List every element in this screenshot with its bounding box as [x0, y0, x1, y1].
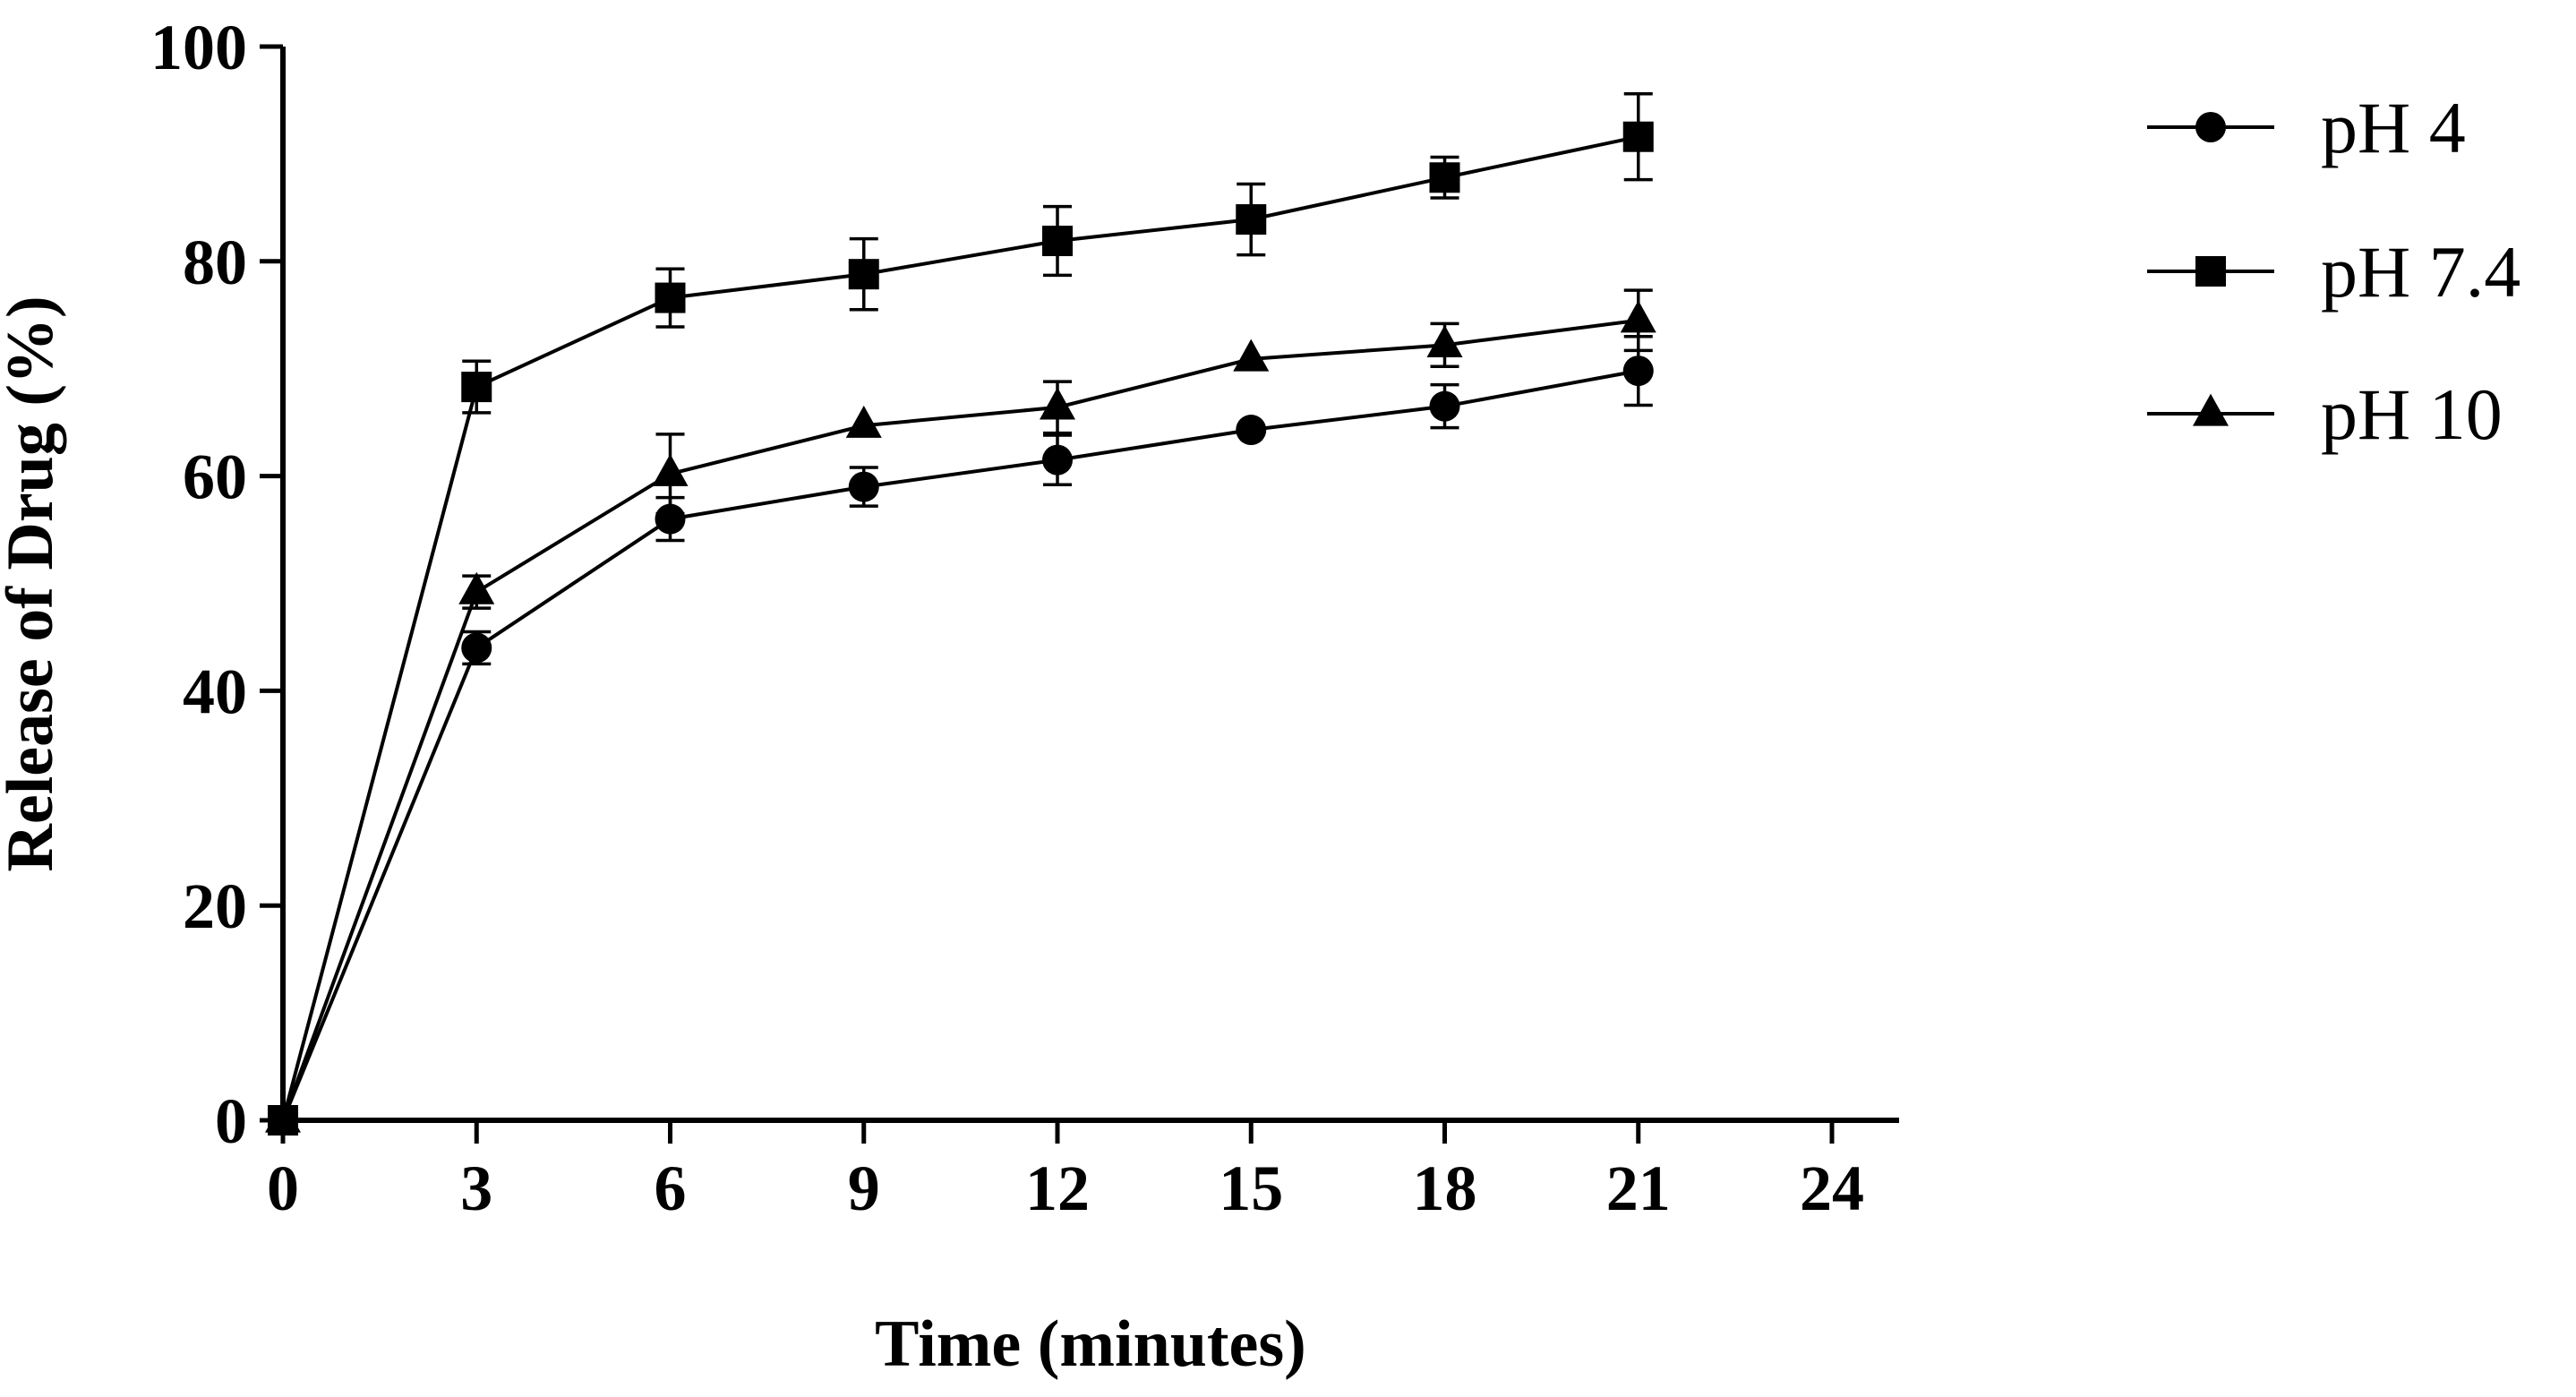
- chart-legend: pH 4 pH 7.4 pH 10: [2147, 87, 2520, 455]
- legend-label: pH 4: [2321, 87, 2466, 168]
- data-point: [655, 503, 686, 535]
- data-point: [1042, 444, 1073, 476]
- y-tick-label: 20: [183, 870, 247, 942]
- legend-label: pH 10: [2321, 373, 2503, 455]
- data-point: [461, 372, 492, 403]
- data-point: [1040, 387, 1075, 420]
- x-tick-label: 15: [1219, 1153, 1283, 1224]
- legend-marker: [2195, 256, 2226, 287]
- data-point: [1620, 300, 1656, 333]
- series-layer: [265, 92, 1656, 1136]
- legend-item: pH 7.4: [2147, 231, 2520, 313]
- data-point: [848, 471, 879, 502]
- legend-item: pH 10: [2147, 373, 2503, 455]
- chart-axes: [280, 47, 1899, 1123]
- data-point: [848, 259, 879, 290]
- data-point: [1622, 356, 1654, 387]
- y-tick-label: 60: [183, 441, 247, 513]
- legend-item: pH 4: [2147, 87, 2466, 168]
- data-point: [652, 453, 689, 486]
- data-point: [1233, 339, 1270, 372]
- x-tick-label: 21: [1606, 1153, 1671, 1224]
- data-point: [268, 1105, 298, 1136]
- data-point: [1042, 226, 1073, 257]
- data-point: [1622, 121, 1654, 152]
- data-point: [1429, 162, 1460, 193]
- x-tick-label: 3: [460, 1153, 492, 1224]
- x-axis-ticks: 0 3 6 9 12 15 18 21 24: [267, 1120, 1864, 1224]
- x-tick-label: 9: [848, 1153, 880, 1224]
- y-tick-label: 80: [183, 227, 247, 298]
- y-axis-ticks: 0 20 40 60 80 100: [150, 12, 283, 1157]
- data-point: [1429, 390, 1460, 422]
- x-tick-label: 24: [1800, 1153, 1864, 1224]
- data-point: [845, 405, 882, 438]
- x-tick-label: 18: [1413, 1153, 1477, 1224]
- x-tick-label: 12: [1025, 1153, 1090, 1224]
- series-line: [281, 134, 1639, 1121]
- y-tick-label: 0: [215, 1085, 247, 1157]
- series-line: [281, 318, 1639, 1121]
- data-point: [1236, 204, 1267, 236]
- data-point: [461, 632, 492, 664]
- data-point: [458, 571, 495, 604]
- legend-marker: [2193, 393, 2229, 426]
- y-tick-label: 40: [183, 656, 247, 727]
- y-axis-title: Release of Drug (%): [0, 296, 67, 871]
- series-ph-7-4: [268, 92, 1654, 1136]
- data-point: [1426, 325, 1463, 358]
- x-tick-label: 6: [655, 1153, 687, 1224]
- series-ph-4: [268, 334, 1654, 1136]
- legend-marker: [2195, 112, 2226, 142]
- legend-label: pH 7.4: [2321, 231, 2520, 313]
- x-axis-title: Time (minutes): [875, 1307, 1306, 1381]
- data-point: [1236, 415, 1267, 446]
- y-tick-label: 100: [150, 12, 247, 83]
- x-tick-label: 0: [267, 1153, 299, 1224]
- series-line: [281, 369, 1639, 1121]
- data-point: [655, 282, 686, 313]
- series-ph-10: [265, 288, 1656, 1133]
